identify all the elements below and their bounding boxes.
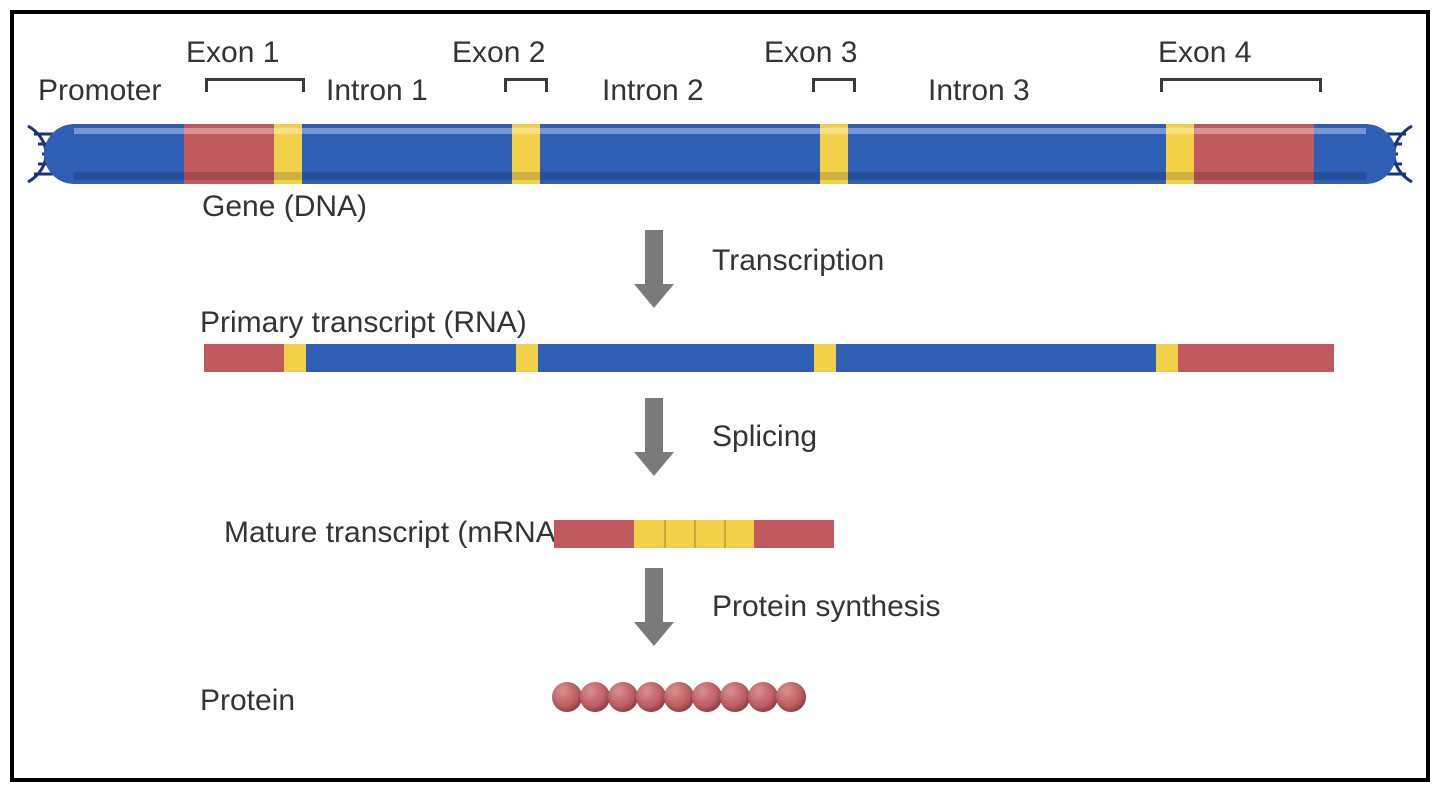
protein-bead	[748, 682, 778, 712]
diagram-frame: Promoter Exon 1 Intron 1 Exon 2 Intron 2…	[10, 10, 1430, 782]
gene-dna-track	[44, 124, 1396, 184]
intron-segment	[836, 344, 1156, 372]
intron3-label: Intron 3	[928, 74, 1030, 108]
protein-bead	[720, 682, 750, 712]
protein-bead	[664, 682, 694, 712]
utr-segment	[754, 520, 834, 548]
protein-bead	[636, 682, 666, 712]
protein-bead	[552, 682, 582, 712]
exon1-bracket	[205, 78, 305, 92]
utr-segment	[1178, 344, 1334, 372]
intron-segment	[306, 344, 516, 372]
mature-transcript-label: Mature transcript (mRNA)	[224, 516, 566, 550]
exon4-bracket	[1160, 78, 1322, 92]
exon1-label: Exon 1	[186, 36, 279, 70]
exon2-bracket	[504, 78, 548, 92]
splicing-arrow-icon	[634, 398, 674, 476]
exon-segment	[814, 344, 836, 372]
protein-beads	[554, 682, 806, 712]
protein-label: Protein	[200, 684, 295, 718]
protein-bead	[776, 682, 806, 712]
protein-synthesis-arrow-icon	[634, 568, 674, 646]
intron2-label: Intron 2	[602, 74, 704, 108]
exon2-label: Exon 2	[452, 36, 545, 70]
intron-segment	[538, 344, 814, 372]
protein-synthesis-label: Protein synthesis	[712, 590, 940, 624]
intron1-label: Intron 1	[326, 74, 428, 108]
protein-bead	[692, 682, 722, 712]
promoter-label: Promoter	[38, 74, 161, 108]
gene-dna-label: Gene (DNA)	[202, 190, 367, 224]
primary-transcript-label: Primary transcript (RNA)	[200, 306, 527, 340]
exon-segment	[1156, 344, 1178, 372]
primary-transcript-track	[204, 344, 1334, 372]
splicing-label: Splicing	[712, 420, 817, 454]
exon-segment	[516, 344, 538, 372]
exon-segment	[284, 344, 306, 372]
protein-bead	[608, 682, 638, 712]
transcription-arrow-icon	[634, 230, 674, 308]
exon3-bracket	[812, 78, 856, 92]
exon3-label: Exon 3	[764, 36, 857, 70]
utr-segment	[204, 344, 284, 372]
mature-transcript-track	[554, 520, 834, 548]
protein-bead	[580, 682, 610, 712]
transcription-label: Transcription	[712, 244, 884, 278]
exon4-label: Exon 4	[1158, 36, 1251, 70]
utr-segment	[554, 520, 634, 548]
